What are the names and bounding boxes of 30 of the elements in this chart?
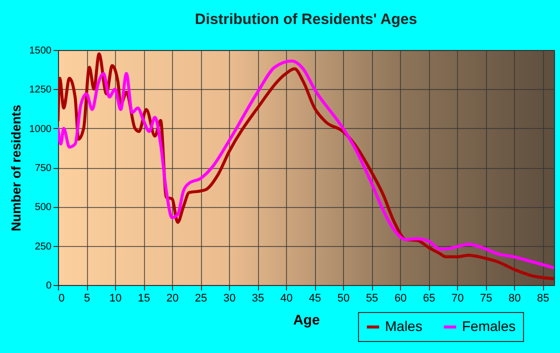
y-tick-label: 1000 [29,124,52,135]
x-axis-title: Age [293,312,320,328]
x-tick-label: 5 [84,292,90,304]
y-tick-label: 1500 [29,46,52,56]
x-tick-label: 75 [480,292,492,304]
y-tick-label: 250 [34,241,52,252]
y-tick-label: 750 [34,163,52,174]
x-tick-label: 65 [422,292,436,304]
legend-label: Males [385,318,422,334]
x-tick-label: 45 [308,292,322,304]
x-tick-label: 85 [536,292,550,304]
x-tick-label: 60 [394,292,407,304]
x-tick-label: 25 [194,292,208,304]
y-tick-label: 500 [34,202,52,214]
x-tick-label: 0 [58,292,65,304]
x-tick-label: 15 [138,292,150,304]
x-tick-label: 30 [223,292,236,304]
legend-label: Females [462,318,516,334]
x-tick-label: 55 [366,292,378,304]
y-axis-title: Number of residents [8,104,24,232]
x-tick-label: 10 [109,292,122,304]
y-tick-label: 1250 [29,84,52,96]
y-tick-label: 0 [46,280,52,292]
x-tick-label: 35 [252,292,264,304]
x-tick-label: 40 [280,292,293,304]
x-tick-label: 20 [166,292,179,304]
x-tick-label: 80 [508,292,521,304]
x-tick-label: 50 [337,292,350,304]
x-tick-label: 70 [451,292,464,304]
chart-title: Distribution of Residents' Ages [194,11,418,28]
